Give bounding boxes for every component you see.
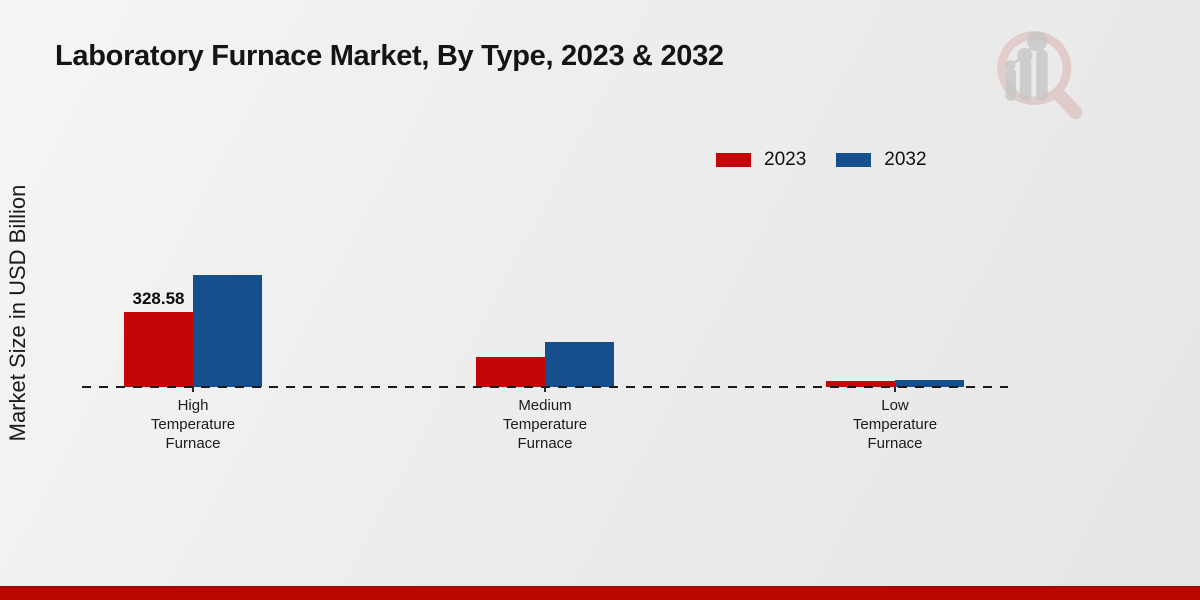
bar-2023-low-temperature-furnace (826, 381, 895, 387)
legend-swatch-2032 (836, 153, 872, 167)
legend-item-2032: 2032 (836, 149, 927, 171)
bar-2023-high-temperature-furnace (124, 312, 193, 387)
footer-accent-bar (0, 586, 1200, 600)
legend-item-2023: 2023 (716, 149, 806, 171)
x-axis-baseline (82, 386, 1008, 388)
bar-2032-low-temperature-furnace (895, 380, 964, 387)
category-label-medium-temperature-furnace: Medium Temperature Furnace (502, 397, 588, 452)
legend: 2023 2032 (716, 149, 927, 171)
chart-title: Laboratory Furnace Market, By Type, 2023… (55, 40, 724, 72)
legend-label-2032: 2032 (884, 149, 927, 170)
bar-2032-medium-temperature-furnace (545, 342, 614, 387)
bar-2032-high-temperature-furnace (193, 275, 262, 387)
x-axis-tick-high-temperature-furnace (192, 387, 194, 392)
magnifier-bar-chart-logo-icon (997, 31, 1083, 120)
bar-2023-medium-temperature-furnace (476, 357, 545, 387)
category-label-high-temperature-furnace: High Temperature Furnace (150, 397, 236, 452)
legend-swatch-2023 (716, 153, 751, 167)
x-axis-tick-medium-temperature-furnace (544, 387, 546, 392)
x-axis-tick-low-temperature-furnace (894, 387, 896, 392)
category-label-low-temperature-furnace: Low Temperature Furnace (852, 397, 938, 452)
bar-value-label-2023-high-temperature-furnace: 328.58 (132, 289, 185, 308)
legend-label-2023: 2023 (764, 149, 807, 170)
